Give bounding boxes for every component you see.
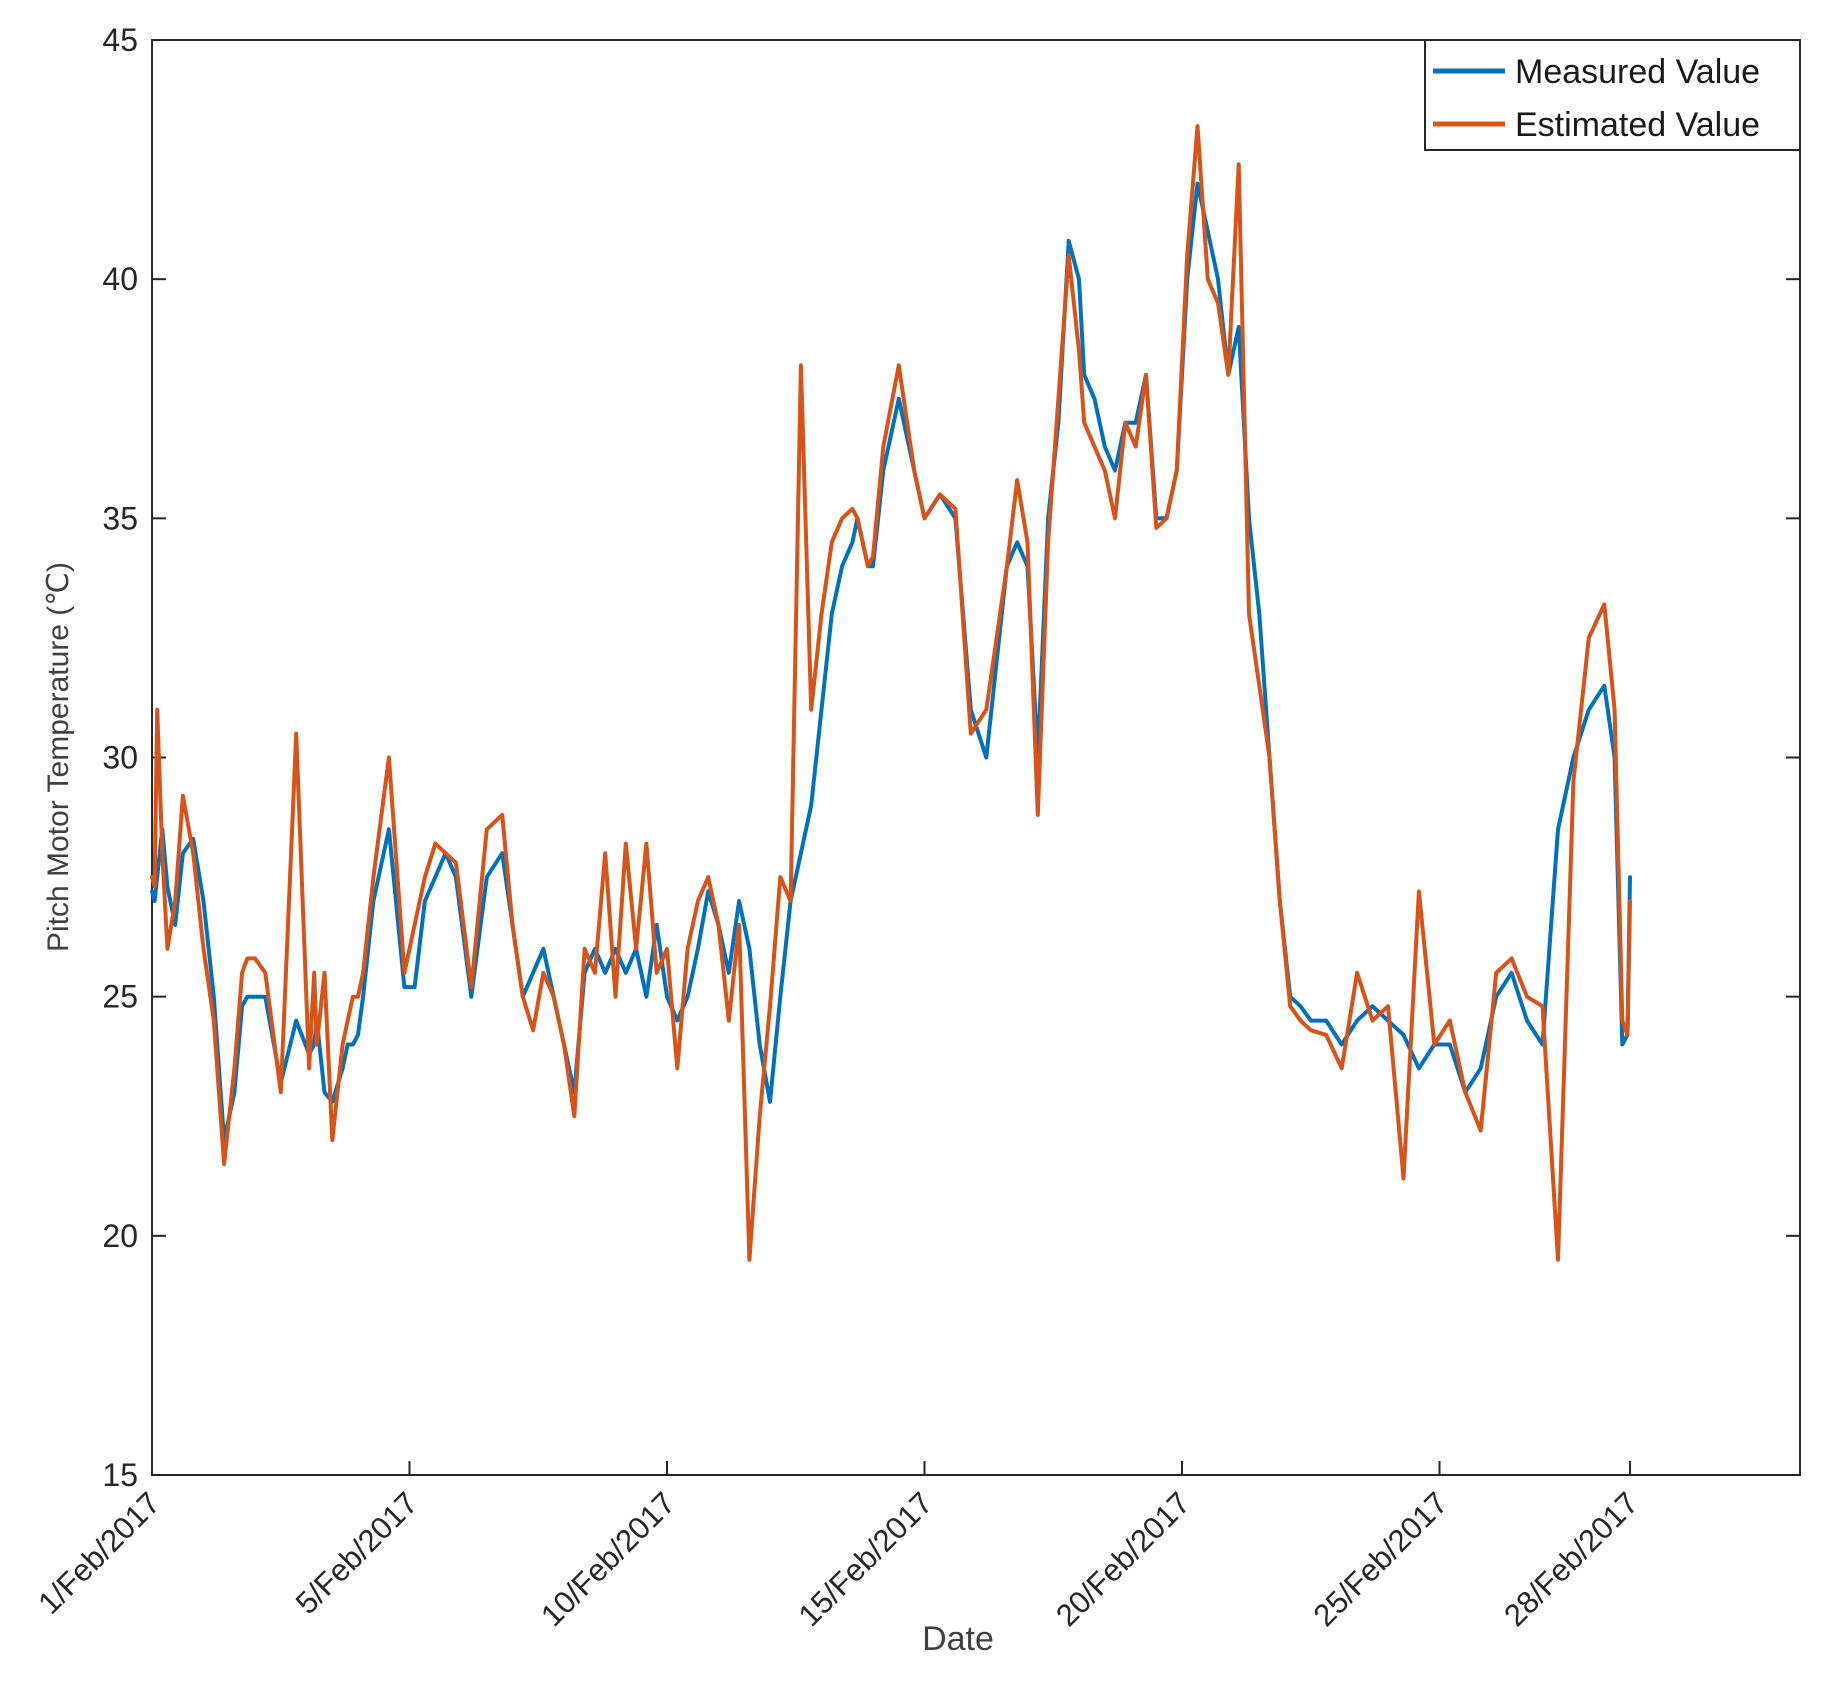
y-tick-label: 35 bbox=[102, 500, 138, 536]
plot-area bbox=[151, 39, 1801, 1476]
series-line-measured bbox=[150, 181, 1632, 1143]
y-tick-label: 20 bbox=[102, 1218, 138, 1254]
legend-label-measured: Measured Value bbox=[1515, 53, 1760, 91]
series-layer bbox=[150, 124, 1632, 1262]
legend: Measured Value Estimated Value bbox=[1424, 39, 1801, 151]
legend-box bbox=[1424, 39, 1801, 151]
series-line-estimated bbox=[150, 124, 1632, 1262]
y-tick-label: 15 bbox=[102, 1457, 138, 1493]
legend-label-estimated: Estimated Value bbox=[1515, 106, 1760, 144]
y-tick-label: 45 bbox=[102, 22, 138, 58]
y-tick-label: 30 bbox=[102, 740, 138, 776]
x-axis-label: Date bbox=[922, 1620, 994, 1658]
y-tick-label: 25 bbox=[102, 979, 138, 1015]
y-tick-label: 40 bbox=[102, 261, 138, 297]
y-axis-label: Pitch Motor Temperature (℃) bbox=[42, 562, 75, 952]
y-axis: 15 20 25 30 35 40 45 bbox=[102, 22, 1800, 1493]
